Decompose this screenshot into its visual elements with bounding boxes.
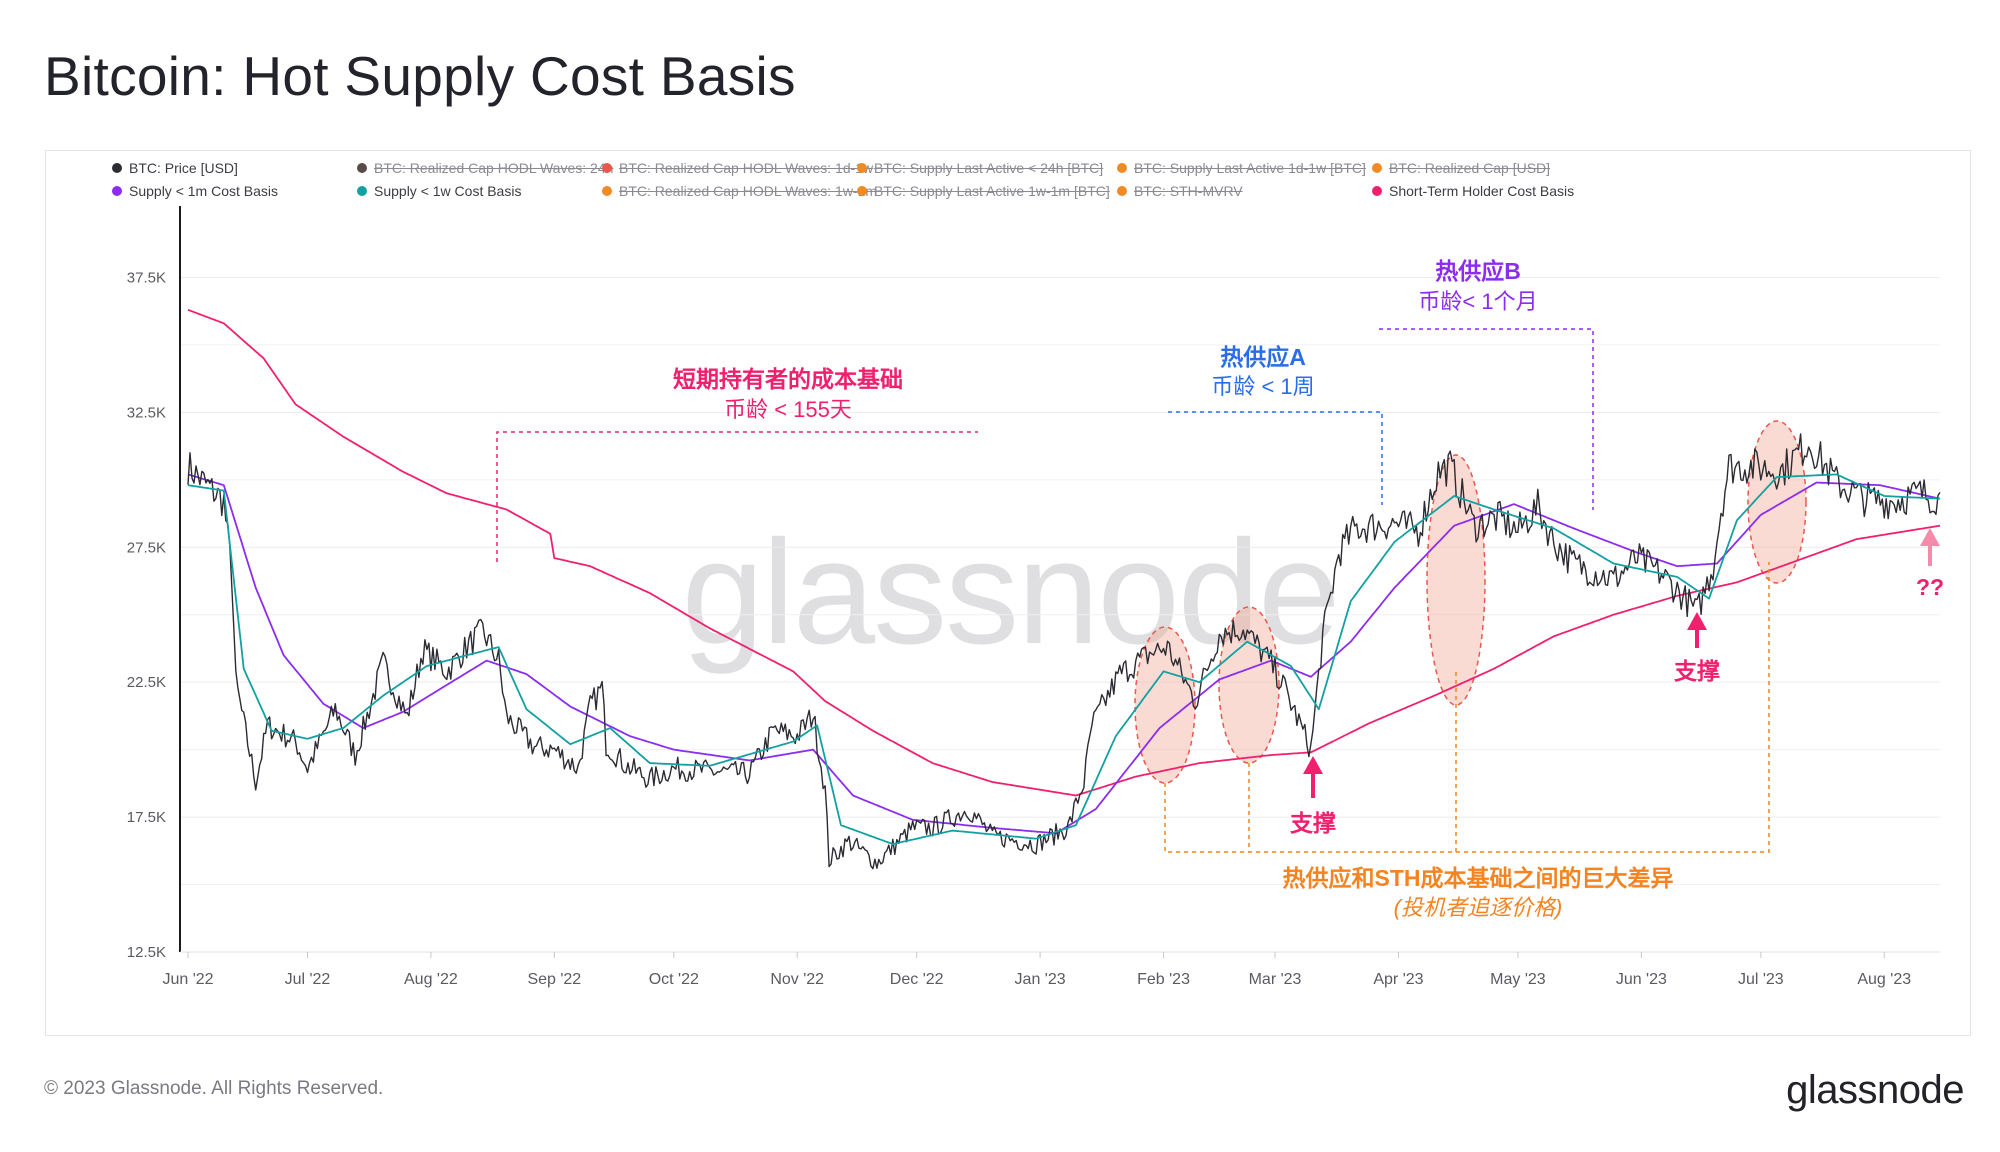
legend-item[interactable]: BTC: STH-MVRV [1117, 183, 1243, 199]
legend-label: Supply < 1w Cost Basis [374, 183, 522, 199]
glassnode-logo[interactable]: glassnode [1786, 1068, 1964, 1112]
hot-supply-a-bracket [1168, 411, 1383, 505]
support-label-mar: 支撑 [1289, 810, 1336, 836]
sth-annotation-title: 短期持有者的成本基础 [673, 366, 903, 392]
legend-item[interactable]: Supply < 1m Cost Basis [112, 183, 278, 199]
legend-dot-icon [112, 186, 122, 196]
legend-item[interactable]: BTC: Price [USD] [112, 160, 238, 176]
gap-annotation-title: 热供应和STH成本基础之间的巨大差异 [1283, 865, 1674, 891]
x-tick-label: Sep '22 [527, 971, 581, 988]
x-tick-label: Oct '22 [649, 971, 699, 988]
series-line [187, 433, 1941, 870]
sth-bracket [496, 431, 978, 562]
legend-dot-icon [112, 163, 122, 173]
legend-dot-icon [602, 163, 612, 173]
x-tick-label: Apr '23 [1373, 971, 1423, 988]
legend-dot-icon [1117, 163, 1127, 173]
legend-label: BTC: Price [USD] [129, 160, 238, 176]
page-title: Bitcoin: Hot Supply Cost Basis [44, 45, 796, 107]
x-tick-label: May '23 [1490, 971, 1546, 988]
legend-label: BTC: Realized Cap [USD] [1389, 160, 1551, 176]
legend-label: BTC: Realized Cap HODL Waves: 1d-1w [619, 160, 874, 176]
hot-supply-b-bracket [1379, 328, 1594, 510]
legend-item[interactable]: BTC: Realized Cap HODL Waves: 1w-1m [602, 183, 877, 199]
x-tick-label: Aug '23 [1857, 971, 1911, 988]
legend-dot-icon [857, 163, 867, 173]
y-tick-label: 27.5K [127, 539, 166, 556]
legend-label: BTC: STH-MVRV [1134, 183, 1243, 199]
hot-supply-a-title: 热供应A [1220, 344, 1306, 370]
legend: BTC: Price [USD] BTC: Realized Cap HODL W… [68, 160, 1928, 210]
legend-item[interactable]: Short-Term Holder Cost Basis [1372, 183, 1574, 199]
x-tick-label: Jan '23 [1015, 971, 1066, 988]
x-tick-label: Dec '22 [890, 971, 944, 988]
legend-label: BTC: Supply Last Active 1w-1m [BTC] [874, 183, 1110, 199]
highlight-ellipse [1134, 626, 1196, 784]
legend-item[interactable]: BTC: Realized Cap HODL Waves: 1d-1w [602, 160, 873, 176]
axes: 12.5K 17.5K 22.5K 27.5K 32.5K 37.5K Jun '22 Jul… [127, 206, 1940, 988]
x-tick-label: Nov '22 [770, 971, 824, 988]
x-tick-label: Aug '22 [404, 971, 458, 988]
hot-supply-a-sub: 币龄 < 1周 [1211, 374, 1314, 399]
highlight-ellipse [1426, 454, 1486, 706]
series-lines [187, 308, 1941, 870]
legend-label: Supply < 1m Cost Basis [129, 183, 279, 199]
series-line [187, 308, 1941, 797]
question-arrow-icon [1920, 528, 1940, 546]
legend-dot-icon [602, 186, 612, 196]
x-tick-label: Jul '23 [1738, 971, 1784, 988]
hot-supply-b-title: 热供应B [1435, 258, 1521, 284]
legend-label: BTC: Realized Cap HODL Waves: 24h [374, 160, 614, 176]
copyright-footer: © 2023 Glassnode. All Rights Reserved. [44, 1078, 384, 1099]
legend-dot-icon [357, 186, 367, 196]
support-jun-arrow-icon [1687, 612, 1707, 630]
legend-item[interactable]: BTC: Supply Last Active 1d-1w [BTC] [1117, 160, 1366, 176]
question-label: ?? [1916, 574, 1944, 600]
legend-item[interactable]: BTC: Supply Last Active 1w-1m [BTC] [857, 183, 1110, 199]
x-tick-label: Jul '22 [285, 971, 331, 988]
legend-item[interactable]: BTC: Supply Last Active < 24h [BTC] [857, 160, 1103, 176]
legend-item[interactable]: BTC: Realized Cap HODL Waves: 24h [357, 160, 613, 176]
y-tick-label: 12.5K [127, 944, 166, 961]
hot-supply-b-sub: 币龄< 1个月 [1418, 289, 1537, 314]
legend-item[interactable]: BTC: Realized Cap [USD] [1372, 160, 1550, 176]
y-tick-label: 32.5K [127, 404, 166, 421]
legend-label: Short-Term Holder Cost Basis [1389, 183, 1575, 199]
legend-dot-icon [1372, 186, 1382, 196]
legend-label: BTC: Supply Last Active < 24h [BTC] [874, 160, 1104, 176]
legend-dot-icon [857, 186, 867, 196]
legend-label: BTC: Supply Last Active 1d-1w [BTC] [1134, 160, 1366, 176]
legend-dot-icon [1117, 186, 1127, 196]
legend-dot-icon [357, 163, 367, 173]
x-tick-label: Jun '23 [1616, 971, 1667, 988]
grid [180, 276, 1940, 953]
sth-annotation-sub: 币龄 < 155天 [724, 397, 852, 422]
x-tick-label: Mar '23 [1249, 971, 1302, 988]
highlight-ellipse [1218, 606, 1280, 764]
y-tick-label: 37.5K [127, 269, 166, 286]
highlight-ellipse [1747, 420, 1807, 584]
legend-item[interactable]: Supply < 1w Cost Basis [357, 183, 521, 199]
legend-dot-icon [1372, 163, 1382, 173]
chart-frame [45, 150, 1971, 1036]
y-tick-label: 17.5K [127, 809, 166, 826]
x-tick-label: Feb '23 [1137, 971, 1190, 988]
series-line [187, 473, 1941, 845]
x-tick-label: Jun '22 [162, 971, 213, 988]
gap-bracket [1164, 562, 1770, 853]
y-tick-label: 22.5K [127, 674, 166, 691]
support-mar-arrow-icon [1303, 756, 1323, 774]
annotations: 短期持有者的成本基础 币龄 < 155天 热供应A 币龄 < 1周 热供应B 币… [496, 258, 1944, 920]
watermark-text: glassnode [682, 510, 1339, 675]
support-label-jun: 支撑 [1673, 658, 1720, 684]
gap-annotation-sub: (投机者追逐价格) [1394, 895, 1563, 920]
legend-label: BTC: Realized Cap HODL Waves: 1w-1m [619, 183, 878, 199]
